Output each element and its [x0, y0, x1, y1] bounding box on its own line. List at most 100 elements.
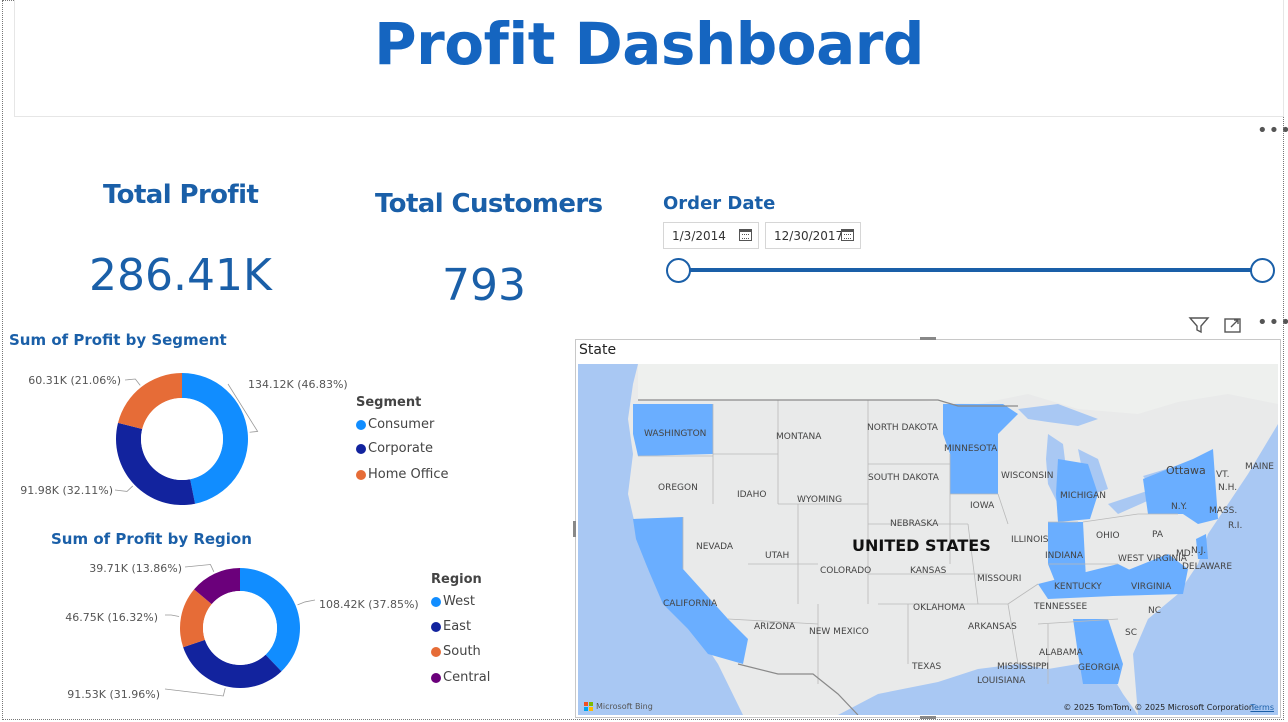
legend-item-west[interactable]: West: [431, 594, 475, 609]
state-label: COLORADO: [820, 566, 871, 576]
map-canvas[interactable]: WASHINGTON MONTANA NORTH DAKOTA MINNESOT…: [578, 364, 1278, 715]
calendar-icon[interactable]: [841, 229, 854, 241]
legend-dot: [431, 621, 441, 632]
state-label: WYOMING: [797, 495, 842, 505]
page-title: Profit Dashboard: [374, 10, 924, 78]
state-label: LOUISIANA: [977, 676, 1026, 686]
state-label: WISCONSIN: [1001, 471, 1053, 481]
legend-label: Consumer: [368, 417, 435, 432]
donut-slice-consumer[interactable]: [182, 373, 248, 504]
map-terms-link[interactable]: Terms: [1250, 703, 1274, 712]
legend-item-south[interactable]: South: [431, 644, 481, 659]
state-label: OKLAHOMA: [913, 603, 966, 613]
resize-handle-top[interactable]: [920, 337, 936, 340]
data-label-leader: [184, 564, 215, 572]
resize-handle-left[interactable]: [573, 521, 576, 537]
state-kentucky: [1038, 564, 1138, 599]
data-label: 91.53K (31.96%): [67, 688, 160, 701]
state-label: ILLINOIS: [1011, 535, 1049, 545]
resize-handle-bottom[interactable]: [920, 716, 936, 719]
start-date-input[interactable]: 1/3/2014: [663, 222, 759, 249]
state-georgia: [1073, 619, 1123, 684]
legend-dot: [431, 646, 441, 657]
date-range-end-handle[interactable]: [1250, 258, 1275, 283]
order-date-label: Order Date: [663, 193, 776, 214]
legend-item-home-office[interactable]: Home Office: [356, 467, 448, 482]
state-washington: [633, 404, 713, 456]
state-label: NORTH DAKOTA: [867, 423, 939, 433]
donut-slice-south[interactable]: [179, 589, 212, 648]
state-california: [633, 517, 748, 664]
legend-label: Central: [443, 670, 491, 685]
state-label: PA: [1152, 530, 1164, 540]
state-label: TENNESSEE: [1033, 602, 1087, 612]
map-copyright: © 2025 TomTom, © 2025 Microsoft Corporat…: [1063, 703, 1254, 712]
segment-legend-title: Segment: [356, 395, 422, 410]
segment-donut-chart: 134.12K (46.83%) 91.98K (32.11%) 60.31K (2…: [20, 373, 348, 505]
state-label: N.J.: [1191, 546, 1206, 556]
state-michigan: [1056, 459, 1098, 522]
legend-item-consumer[interactable]: Consumer: [356, 417, 434, 432]
state-label: MISSISSIPPI: [997, 662, 1049, 672]
state-indiana: [1048, 522, 1086, 584]
us-map[interactable]: WASHINGTON MONTANA NORTH DAKOTA MINNESOT…: [578, 364, 1278, 715]
donut-hole: [141, 398, 223, 480]
bing-provider-label: Microsoft Bing: [596, 702, 653, 711]
state-label: OREGON: [658, 483, 698, 493]
data-label-leader: [164, 614, 180, 617]
microsoft-logo-icon: [584, 702, 593, 711]
state-label: ARIZONA: [754, 622, 796, 632]
state-label: CALIFORNIA: [663, 599, 718, 609]
legend-dot: [431, 672, 441, 683]
legend-item-east[interactable]: East: [431, 619, 471, 634]
state-label: NEW MEXICO: [809, 627, 869, 637]
more-options-icon[interactable]: •••: [1257, 120, 1288, 141]
region-donut-chart: 108.42K (37.85%) 91.53K (31.96%) 46.75K (1…: [65, 562, 419, 701]
donut-slice-central[interactable]: [194, 568, 240, 605]
state-label: KENTUCKY: [1054, 582, 1102, 592]
donut-slice-east[interactable]: [183, 639, 282, 688]
total-profit-value: 286.41K: [89, 250, 272, 301]
country-label: UNITED STATES: [852, 536, 991, 555]
state-label: NEBRASKA: [890, 519, 939, 529]
date-range-start-handle[interactable]: [666, 258, 691, 283]
state-label: WASHINGTON: [644, 429, 706, 439]
donut-slice-home-office[interactable]: [118, 373, 182, 429]
data-label-leader: [297, 599, 316, 606]
data-label: 60.31K (21.06%): [28, 374, 121, 387]
data-label: 46.75K (16.32%): [65, 611, 158, 624]
state-delaware: [1196, 534, 1208, 559]
legend-dot: [356, 469, 366, 480]
state-label: WEST VIRGINIA: [1118, 554, 1188, 564]
total-profit-label: Total Profit: [103, 180, 259, 210]
legend-label: South: [443, 644, 481, 659]
calendar-icon[interactable]: [739, 229, 752, 241]
donut-slice-corporate[interactable]: [116, 422, 196, 505]
end-date-value: 12/30/2017: [774, 229, 844, 243]
total-customers-label: Total Customers: [375, 189, 603, 219]
state-label: ALABAMA: [1039, 648, 1084, 658]
state-label: N.H.: [1218, 483, 1237, 493]
map-title: State: [579, 342, 617, 358]
legend-item-central[interactable]: Central: [431, 670, 490, 685]
state-label: ARKANSAS: [968, 622, 1017, 632]
state-label: GEORGIA: [1078, 663, 1121, 673]
state-label: MONTANA: [776, 432, 822, 442]
state-label: N.Y.: [1171, 502, 1187, 512]
more-options-icon[interactable]: •••: [1257, 312, 1288, 333]
state-label: NEVADA: [696, 542, 734, 552]
legend-dot: [431, 596, 441, 607]
data-label-leader: [114, 485, 134, 492]
date-range-track[interactable]: [679, 268, 1263, 272]
donut-slice-west[interactable]: [240, 568, 300, 672]
state-label: UTAH: [765, 551, 789, 561]
end-date-input[interactable]: 12/30/2017: [765, 222, 861, 249]
start-date-value: 1/3/2014: [672, 229, 726, 243]
state-map-visual[interactable]: State: [575, 339, 1281, 718]
state-virginia: [1113, 554, 1188, 596]
filter-icon[interactable]: [1188, 316, 1210, 334]
data-label: 108.42K (37.85%): [319, 598, 419, 611]
legend-item-corporate[interactable]: Corporate: [356, 441, 433, 456]
region-chart-title: Sum of Profit by Region: [51, 530, 252, 548]
focus-mode-icon[interactable]: [1223, 316, 1243, 334]
